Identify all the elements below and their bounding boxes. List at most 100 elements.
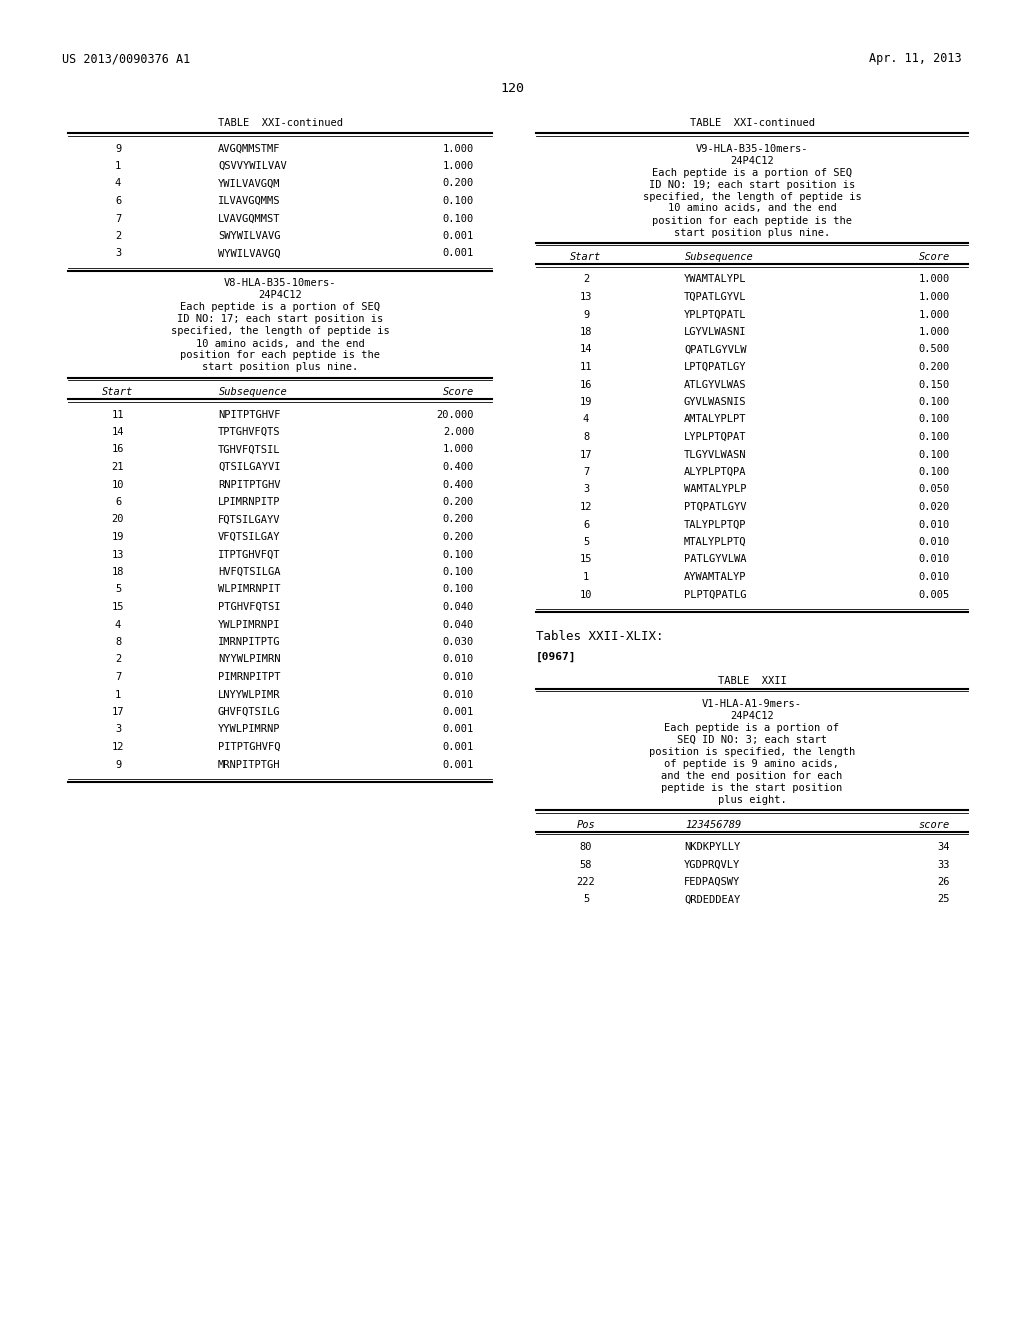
Text: start position plus nine.: start position plus nine.	[674, 227, 830, 238]
Text: TPTGHVFQTS: TPTGHVFQTS	[218, 426, 281, 437]
Text: TALYPLPTQP: TALYPLPTQP	[684, 520, 746, 529]
Text: YYWLPIMRNP: YYWLPIMRNP	[218, 725, 281, 734]
Text: 0.001: 0.001	[442, 725, 474, 734]
Text: 19: 19	[112, 532, 124, 543]
Text: Tables XXII-XLIX:: Tables XXII-XLIX:	[536, 630, 664, 643]
Text: peptide is the start position: peptide is the start position	[662, 783, 843, 793]
Text: 0.100: 0.100	[442, 214, 474, 223]
Text: NKDKPYLLY: NKDKPYLLY	[684, 842, 740, 851]
Text: 5: 5	[115, 585, 121, 594]
Text: AVGQMMSTMF: AVGQMMSTMF	[218, 144, 281, 153]
Text: 16: 16	[580, 380, 592, 389]
Text: 1: 1	[583, 572, 589, 582]
Text: 13: 13	[112, 549, 124, 560]
Text: 14: 14	[112, 426, 124, 437]
Text: 4: 4	[583, 414, 589, 425]
Text: 33: 33	[938, 859, 950, 870]
Text: 0.400: 0.400	[442, 462, 474, 473]
Text: 0.100: 0.100	[442, 585, 474, 594]
Text: 6: 6	[115, 195, 121, 206]
Text: 18: 18	[112, 568, 124, 577]
Text: SWYWILVAVG: SWYWILVAVG	[218, 231, 281, 242]
Text: V9-HLA-B35-10mers-: V9-HLA-B35-10mers-	[695, 144, 808, 153]
Text: 14: 14	[580, 345, 592, 355]
Text: 17: 17	[580, 450, 592, 459]
Text: 0.010: 0.010	[442, 655, 474, 664]
Text: 3: 3	[115, 248, 121, 259]
Text: 0.100: 0.100	[919, 414, 950, 425]
Text: 1: 1	[115, 689, 121, 700]
Text: 0.001: 0.001	[442, 231, 474, 242]
Text: 0.010: 0.010	[919, 572, 950, 582]
Text: 34: 34	[938, 842, 950, 851]
Text: 1: 1	[115, 161, 121, 172]
Text: V1-HLA-A1-9mers-: V1-HLA-A1-9mers-	[702, 700, 802, 709]
Text: TABLE  XXII: TABLE XXII	[718, 676, 786, 685]
Text: position for each peptide is the: position for each peptide is the	[180, 351, 380, 360]
Text: LPIMRNPITP: LPIMRNPITP	[218, 498, 281, 507]
Text: QRDEDDEAY: QRDEDDEAY	[684, 895, 740, 904]
Text: YWAMTALYPL: YWAMTALYPL	[684, 275, 746, 285]
Text: 0.100: 0.100	[442, 549, 474, 560]
Text: ITPTGHVFQT: ITPTGHVFQT	[218, 549, 281, 560]
Text: TQPATLGYVL: TQPATLGYVL	[684, 292, 746, 302]
Text: 26: 26	[938, 876, 950, 887]
Text: NPITPTGHVF: NPITPTGHVF	[218, 409, 281, 420]
Text: 9: 9	[583, 309, 589, 319]
Text: and the end position for each: and the end position for each	[662, 771, 843, 781]
Text: VFQTSILGAY: VFQTSILGAY	[218, 532, 281, 543]
Text: PITPTGHVFQ: PITPTGHVFQ	[218, 742, 281, 752]
Text: ALYPLPTQPA: ALYPLPTQPA	[684, 467, 746, 477]
Text: PATLGYVLWA: PATLGYVLWA	[684, 554, 746, 565]
Text: LNYYWLPIMR: LNYYWLPIMR	[218, 689, 281, 700]
Text: LGYVLWASNI: LGYVLWASNI	[684, 327, 746, 337]
Text: PIMRNPITPT: PIMRNPITPT	[218, 672, 281, 682]
Text: 24P4C12: 24P4C12	[730, 156, 774, 165]
Text: WYWILVAVGQ: WYWILVAVGQ	[218, 248, 281, 259]
Text: PTQPATLGYV: PTQPATLGYV	[684, 502, 746, 512]
Text: 4: 4	[115, 178, 121, 189]
Text: 0.010: 0.010	[442, 689, 474, 700]
Text: 0.020: 0.020	[919, 502, 950, 512]
Text: 0.100: 0.100	[442, 195, 474, 206]
Text: ILVAVGQMMS: ILVAVGQMMS	[218, 195, 281, 206]
Text: 1.000: 1.000	[919, 292, 950, 302]
Text: 10: 10	[112, 479, 124, 490]
Text: 0.010: 0.010	[919, 537, 950, 546]
Text: 0.400: 0.400	[442, 479, 474, 490]
Text: 17: 17	[112, 708, 124, 717]
Text: Start: Start	[102, 387, 133, 397]
Text: plus eight.: plus eight.	[718, 795, 786, 805]
Text: 222: 222	[577, 876, 595, 887]
Text: 8: 8	[583, 432, 589, 442]
Text: WLPIMRNPIT: WLPIMRNPIT	[218, 585, 281, 594]
Text: 20: 20	[112, 515, 124, 524]
Text: 4: 4	[115, 619, 121, 630]
Text: 0.100: 0.100	[919, 450, 950, 459]
Text: 3: 3	[115, 725, 121, 734]
Text: AMTALYPLPT: AMTALYPLPT	[684, 414, 746, 425]
Text: 0.200: 0.200	[442, 515, 474, 524]
Text: 9: 9	[115, 759, 121, 770]
Text: Score: Score	[442, 387, 474, 397]
Text: 0.500: 0.500	[919, 345, 950, 355]
Text: HVFQTSILGA: HVFQTSILGA	[218, 568, 281, 577]
Text: 0.001: 0.001	[442, 248, 474, 259]
Text: QSVVYWILVAV: QSVVYWILVAV	[218, 161, 287, 172]
Text: 10 amino acids, and the end: 10 amino acids, and the end	[196, 338, 365, 348]
Text: 0.200: 0.200	[442, 532, 474, 543]
Text: 1.000: 1.000	[919, 309, 950, 319]
Text: 13: 13	[580, 292, 592, 302]
Text: 0.001: 0.001	[442, 759, 474, 770]
Text: US 2013/0090376 A1: US 2013/0090376 A1	[62, 51, 190, 65]
Text: 25: 25	[938, 895, 950, 904]
Text: 0.200: 0.200	[442, 178, 474, 189]
Text: 0.100: 0.100	[919, 432, 950, 442]
Text: position for each peptide is the: position for each peptide is the	[652, 215, 852, 226]
Text: 120: 120	[500, 82, 524, 95]
Text: 58: 58	[580, 859, 592, 870]
Text: 21: 21	[112, 462, 124, 473]
Text: 6: 6	[115, 498, 121, 507]
Text: IMRNPITPTG: IMRNPITPTG	[218, 638, 281, 647]
Text: 2.000: 2.000	[442, 426, 474, 437]
